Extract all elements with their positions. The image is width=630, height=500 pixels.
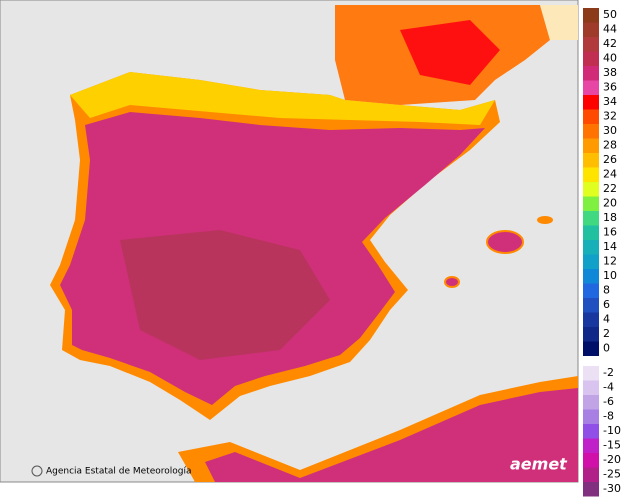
legend-swatch <box>583 66 599 81</box>
menorca <box>537 216 553 224</box>
legend-label: 26 <box>603 153 617 166</box>
legend-label: 38 <box>603 66 617 79</box>
legend-label: 0 <box>603 342 610 355</box>
legend-swatch <box>583 395 599 410</box>
legend-swatch <box>583 327 599 342</box>
legend-swatch <box>583 109 599 124</box>
legend-swatch <box>583 366 599 381</box>
legend-swatch <box>583 312 599 327</box>
legend-swatch <box>583 438 599 453</box>
credit-icon <box>31 465 43 477</box>
legend-label: 6 <box>603 298 610 311</box>
legend-label: -20 <box>603 453 621 466</box>
legend-swatch <box>583 482 599 497</box>
legend-label: 20 <box>603 197 617 210</box>
legend-label: 12 <box>603 255 617 268</box>
legend-swatch <box>583 240 599 255</box>
legend-label: 18 <box>603 211 617 224</box>
legend-swatch <box>583 167 599 182</box>
legend-label: -4 <box>603 381 614 394</box>
legend-swatch <box>583 22 599 37</box>
legend-label: 4 <box>603 313 610 326</box>
legend-label: 28 <box>603 139 617 152</box>
legend-swatch <box>583 225 599 240</box>
legend-swatch <box>583 51 599 66</box>
hot-zone <box>400 20 500 85</box>
legend-label: -25 <box>603 468 621 481</box>
legend-label: 8 <box>603 284 610 297</box>
legend-swatch <box>583 283 599 298</box>
legend-swatch <box>583 182 599 197</box>
legend-label: 16 <box>603 226 617 239</box>
legend-label: -15 <box>603 439 621 452</box>
legend-label: 34 <box>603 95 617 108</box>
legend-label: 36 <box>603 81 617 94</box>
legend-swatch <box>583 467 599 482</box>
legend-label: -30 <box>603 482 621 495</box>
legend-swatch <box>583 153 599 168</box>
legend-label: 42 <box>603 37 617 50</box>
legend-swatch <box>583 409 599 424</box>
legend-swatch <box>583 453 599 468</box>
africa <box>205 388 578 482</box>
legend-label: 40 <box>603 52 617 65</box>
legend-label: 44 <box>603 23 617 36</box>
legend-swatch <box>583 37 599 52</box>
legend-swatch <box>583 380 599 395</box>
legend-swatch <box>583 95 599 110</box>
legend-label: 30 <box>603 124 617 137</box>
legend-label: 2 <box>603 327 610 340</box>
legend-swatch <box>583 341 599 356</box>
legend-swatch <box>583 254 599 269</box>
alps <box>540 5 578 40</box>
legend-swatch <box>583 8 599 23</box>
legend: 5044424038363432302826242220181614121086… <box>583 8 621 497</box>
legend-swatch <box>583 124 599 139</box>
credit: Agencia Estatal de Meteorología <box>46 467 192 477</box>
legend-label: 22 <box>603 182 617 195</box>
legend-label: -2 <box>603 366 614 379</box>
legend-label: -10 <box>603 424 621 437</box>
ibiza <box>444 276 460 288</box>
legend-swatch <box>583 424 599 439</box>
legend-swatch <box>583 269 599 284</box>
legend-label: 32 <box>603 110 617 123</box>
legend-label: 14 <box>603 240 617 253</box>
legend-swatch <box>583 211 599 226</box>
legend-label: 24 <box>603 168 617 181</box>
legend-label: -6 <box>603 395 614 408</box>
legend-label: -8 <box>603 410 614 423</box>
legend-label: 10 <box>603 269 617 282</box>
mallorca <box>486 230 524 254</box>
legend-swatch <box>583 196 599 211</box>
legend-swatch <box>583 138 599 153</box>
hot-interior <box>120 230 330 360</box>
logo: aemet <box>510 455 568 474</box>
north-coast <box>70 72 495 125</box>
legend-label: 50 <box>603 8 617 21</box>
legend-swatch <box>583 298 599 313</box>
legend-swatch <box>583 80 599 95</box>
